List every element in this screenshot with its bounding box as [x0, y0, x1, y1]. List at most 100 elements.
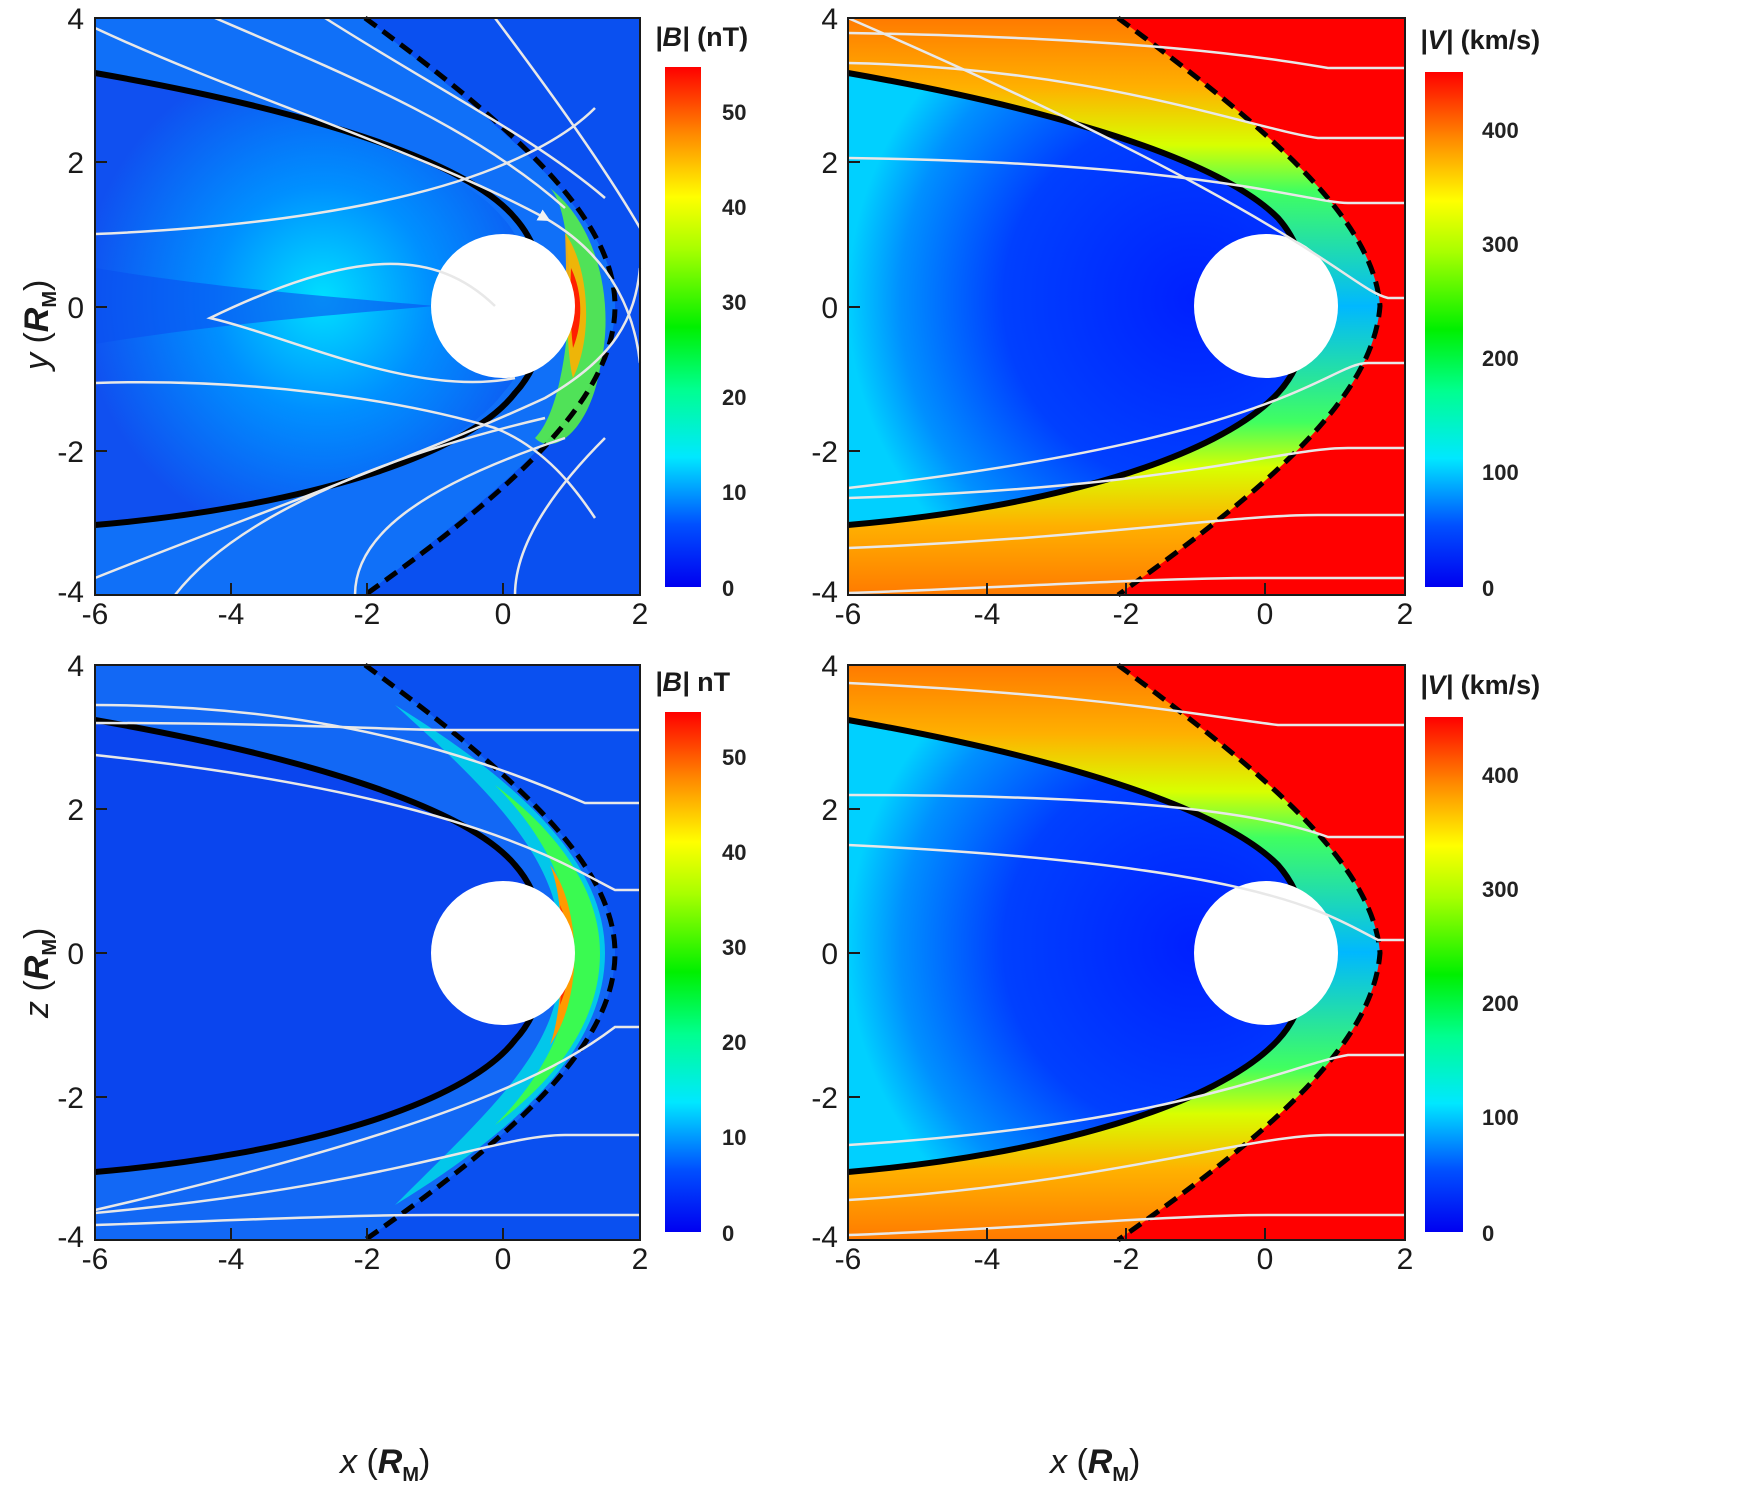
heatmap-v-xz	[847, 662, 1405, 1243]
ytick: 4	[67, 3, 84, 36]
xtick: 0	[494, 598, 512, 631]
xtick: 2	[631, 1243, 649, 1276]
xlabel-unit-sub: M	[402, 1463, 420, 1486]
xtick: -4	[217, 598, 245, 631]
colorbar-title: |B| (nT)	[655, 22, 748, 53]
colorbar-tick: 0	[722, 576, 735, 601]
panel-v-xz	[847, 662, 1405, 1243]
heatmap-b-xz	[94, 662, 640, 1243]
colorbar-tick: 0	[1482, 1221, 1495, 1246]
colorbar-unit: (nT)	[697, 22, 749, 52]
ytick: -4	[57, 576, 84, 609]
ytick: -2	[57, 1082, 84, 1115]
xtick: -4	[973, 1243, 1001, 1276]
ytick: 2	[821, 794, 838, 827]
ytick: 4	[67, 650, 84, 683]
ylabel-unit-sub: M	[38, 938, 61, 956]
xlabel-unit: R	[377, 1443, 403, 1481]
colorbar-unit: (km/s)	[1460, 25, 1541, 55]
colorbar-tick: 40	[722, 840, 747, 865]
xlabel-unit: R	[1087, 1443, 1113, 1481]
ylabel-var: y	[18, 353, 56, 370]
colorbar-title: |B| nT	[655, 667, 730, 698]
colorbar-b-xy	[665, 67, 701, 587]
ylabel-top-row: y (RM)	[18, 279, 61, 370]
colorbar-unit: (km/s)	[1460, 670, 1541, 700]
colorbar-tick: 400	[1482, 118, 1519, 143]
colorbar-tick: 50	[722, 100, 747, 125]
colorbar-var: |V|	[1420, 670, 1454, 700]
colorbar-tick: 200	[1482, 346, 1519, 371]
ylabel-bottom-row: z (RM)	[18, 927, 61, 1018]
xtick: 2	[1396, 598, 1414, 631]
ytick: 0	[67, 292, 84, 325]
xtick: -2	[353, 598, 381, 631]
ytick: 2	[821, 147, 838, 180]
ytick: 0	[821, 292, 838, 325]
colorbar-tick: 20	[722, 385, 747, 410]
heatmap-v-xy	[847, 15, 1405, 598]
colorbar-tick: 400	[1482, 763, 1519, 788]
ylabel-var: z	[18, 1001, 56, 1018]
colorbar-tick: 10	[722, 480, 747, 505]
xtick: 0	[494, 1243, 512, 1276]
ylabel-unit: R	[18, 955, 56, 981]
ytick: 2	[67, 794, 84, 827]
colorbar-tick: 100	[1482, 1105, 1519, 1130]
panel-b-xz	[94, 662, 640, 1243]
ytick: 0	[821, 938, 838, 971]
ytick: 4	[821, 650, 838, 683]
panel-v-xy	[847, 15, 1405, 598]
colorbar-var: |B|	[655, 22, 690, 52]
ytick: -2	[57, 436, 84, 469]
ylabel-unit: R	[18, 307, 56, 333]
xtick: -2	[1112, 1243, 1140, 1276]
xlabel-left: x (RM)	[340, 1443, 431, 1486]
colorbar-tick: 0	[722, 1221, 735, 1246]
xtick: 0	[1256, 1243, 1274, 1276]
ytick: -4	[811, 576, 838, 609]
planet-body	[431, 234, 575, 378]
ytick: -4	[811, 1221, 838, 1254]
xtick: -2	[353, 1243, 381, 1276]
xtick: -4	[217, 1243, 245, 1276]
panel-b-xy	[94, 15, 642, 598]
colorbar-tick: 50	[722, 745, 747, 770]
colorbar-tick: 10	[722, 1125, 747, 1150]
xtick: -4	[973, 598, 1001, 631]
ytick: -2	[811, 436, 838, 469]
colorbar-tick: 0	[1482, 576, 1495, 601]
xtick: 0	[1256, 598, 1274, 631]
xtick: 2	[1396, 1243, 1414, 1276]
xlabel-right: x (RM)	[1050, 1443, 1141, 1486]
colorbar-tick: 30	[722, 290, 747, 315]
colorbar-unit: nT	[697, 667, 731, 697]
xtick: -6	[834, 598, 862, 631]
colorbar-title: |V| (km/s)	[1420, 670, 1540, 701]
colorbar-tick: 300	[1482, 877, 1519, 902]
ytick: 2	[67, 147, 84, 180]
heatmap-b-xy	[94, 15, 642, 598]
colorbar-tick: 20	[722, 1030, 747, 1055]
colorbar-v-xy	[1425, 72, 1463, 587]
colorbar-tick: 300	[1482, 232, 1519, 257]
colorbar-var: |V|	[1420, 25, 1454, 55]
colorbar-v-xz	[1425, 717, 1463, 1232]
xtick: 2	[631, 598, 649, 631]
xtick: -2	[1112, 598, 1140, 631]
xtick: -6	[81, 598, 109, 631]
colorbar-tick: 30	[722, 935, 747, 960]
colorbar-b-xz	[665, 712, 701, 1232]
ytick: 4	[821, 3, 838, 36]
ytick: 0	[67, 938, 84, 971]
colorbar-title: |V| (km/s)	[1420, 25, 1540, 56]
ylabel-unit-sub: M	[38, 290, 61, 308]
ytick: -2	[811, 1082, 838, 1115]
colorbar-tick: 200	[1482, 991, 1519, 1016]
xtick: -6	[81, 1243, 109, 1276]
colorbar-tick: 100	[1482, 460, 1519, 485]
ytick: -4	[57, 1221, 84, 1254]
colorbar-tick: 40	[722, 195, 747, 220]
xlabel-unit-sub: M	[1112, 1463, 1130, 1486]
